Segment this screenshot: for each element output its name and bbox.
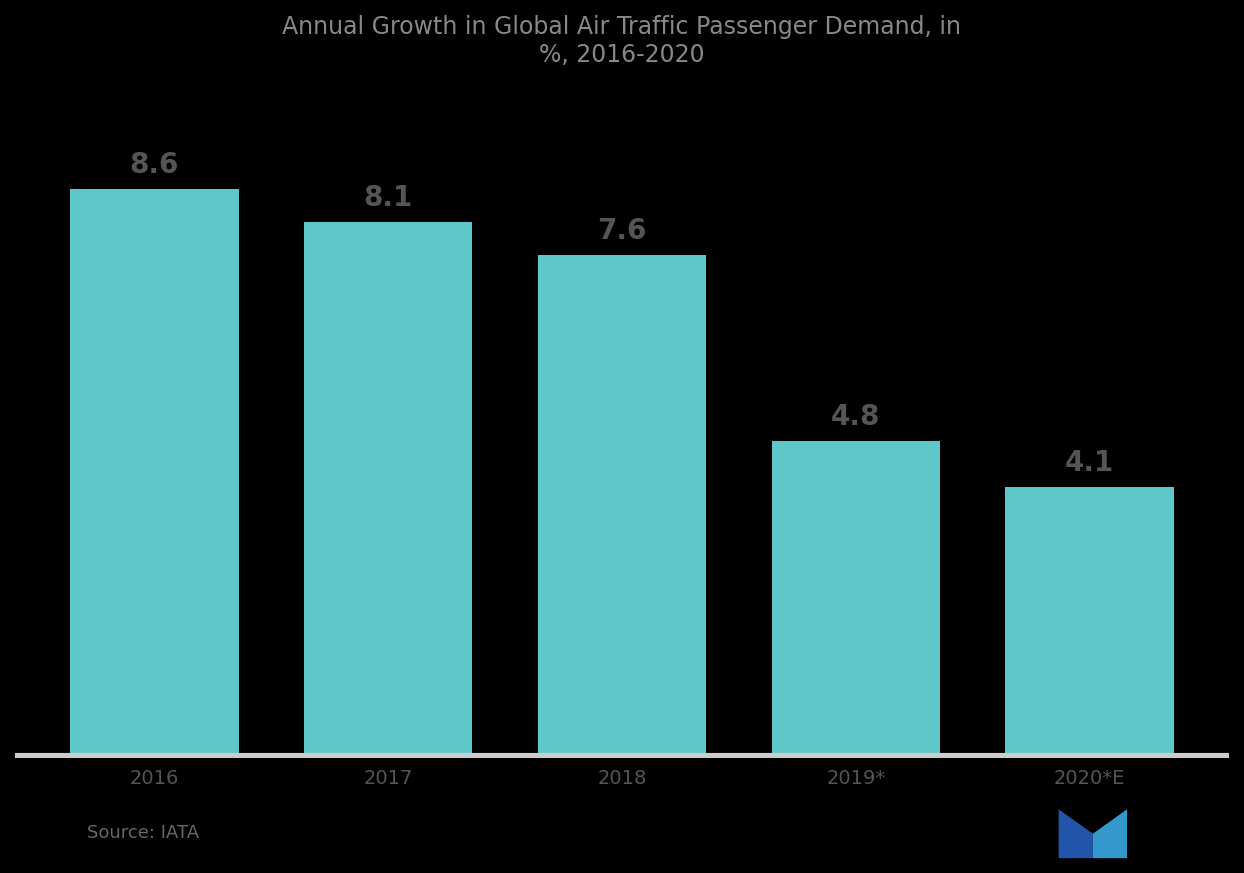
Bar xyxy=(304,223,473,758)
Text: 4.1: 4.1 xyxy=(1065,449,1115,477)
Bar xyxy=(537,255,707,758)
Title: Annual Growth in Global Air Traffic Passenger Demand, in
%, 2016-2020: Annual Growth in Global Air Traffic Pass… xyxy=(282,15,962,67)
Text: Source: IATA: Source: IATA xyxy=(87,824,199,842)
Polygon shape xyxy=(1093,809,1127,858)
Text: 8.1: 8.1 xyxy=(363,184,413,212)
Text: 7.6: 7.6 xyxy=(597,217,647,245)
Text: 4.8: 4.8 xyxy=(831,402,881,430)
Bar xyxy=(15,758,1229,791)
Text: 8.6: 8.6 xyxy=(129,151,179,179)
Bar xyxy=(771,441,940,758)
Bar xyxy=(70,189,239,758)
Bar xyxy=(1005,487,1174,758)
Polygon shape xyxy=(1059,809,1093,858)
